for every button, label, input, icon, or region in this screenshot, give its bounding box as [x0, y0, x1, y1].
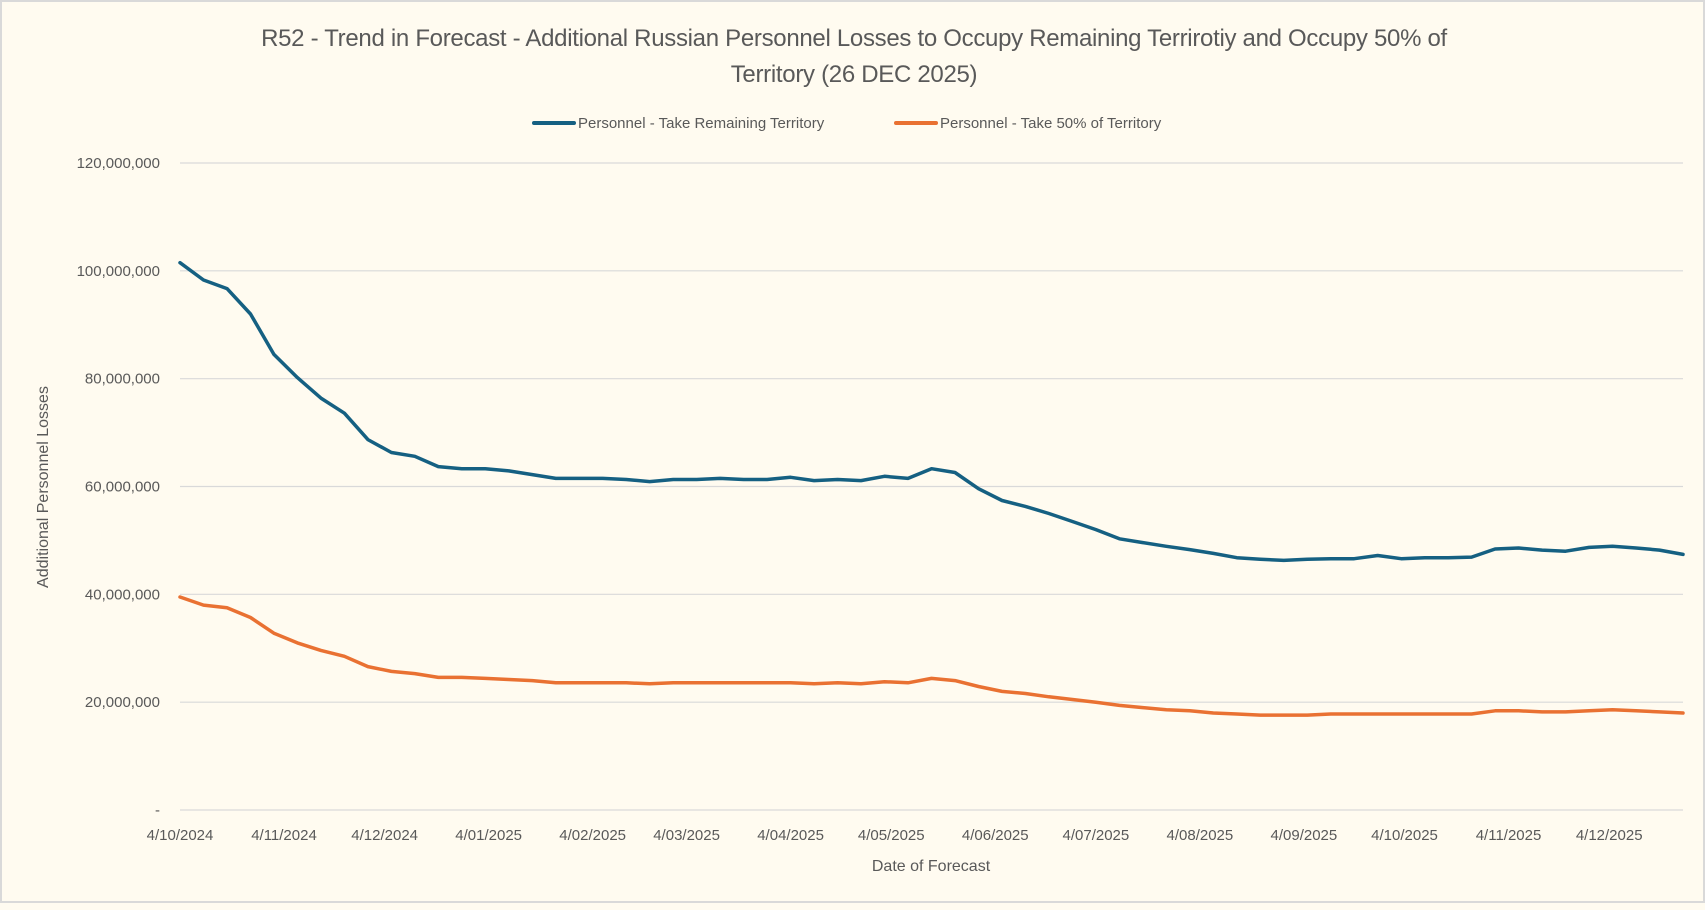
x-tick-label: 4/10/2025 [1371, 827, 1438, 844]
x-tick-label: 4/02/2025 [559, 827, 626, 844]
series-lines [178, 260, 1685, 717]
y-tick-label: - [155, 802, 160, 819]
x-tick-label: 4/11/2025 [1476, 827, 1542, 844]
series-line-2 [178, 595, 1685, 717]
x-tick-label: 4/06/2025 [962, 827, 1029, 844]
x-tick-label: 4/01/2025 [455, 827, 522, 844]
x-tick-label: 4/08/2025 [1167, 827, 1234, 844]
gridlines [180, 162, 1683, 811]
y-axis-title: Additional Personnel Losses [35, 386, 52, 588]
legend-label: Personnel - Take Remaining Territory [578, 115, 825, 132]
x-axis-title: Date of Forecast [872, 858, 991, 875]
legend: Personnel - Take Remaining Territory Pers… [532, 115, 1162, 132]
x-axis-ticks: 4/10/2024 4/11/2024 4/12/2024 4/01/2025 4/02… [147, 827, 1643, 844]
y-tick-label: 120,000,000 [77, 155, 160, 172]
x-tick-label: 4/12/2025 [1576, 827, 1643, 844]
chart-title-line2: Territory (26 DEC 2025) [731, 61, 978, 88]
y-tick-label: 20,000,000 [85, 694, 160, 711]
y-tick-label: 60,000,000 [85, 479, 160, 496]
x-tick-label: 4/05/2025 [858, 827, 925, 844]
y-tick-label: 100,000,000 [77, 263, 160, 280]
x-tick-label: 4/10/2024 [147, 827, 214, 844]
x-tick-label: 4/04/2025 [757, 827, 824, 844]
x-tick-label: 4/07/2025 [1063, 827, 1130, 844]
x-tick-label: 4/12/2024 [351, 827, 418, 844]
y-axis-ticks: - 20,000,000 40,000,000 60,000,000 80,000,00… [77, 155, 160, 819]
x-tick-label: 4/03/2025 [653, 827, 720, 844]
x-tick-label: 4/09/2025 [1271, 827, 1338, 844]
chart-title-line1: R52 - Trend in Forecast - Additional Rus… [261, 25, 1447, 52]
series-line-1 [178, 260, 1685, 563]
y-tick-label: 80,000,000 [85, 371, 160, 388]
legend-label: Personnel - Take 50% of Territory [940, 115, 1162, 132]
x-tick-label: 4/11/2024 [251, 827, 317, 844]
y-tick-label: 40,000,000 [85, 586, 160, 603]
